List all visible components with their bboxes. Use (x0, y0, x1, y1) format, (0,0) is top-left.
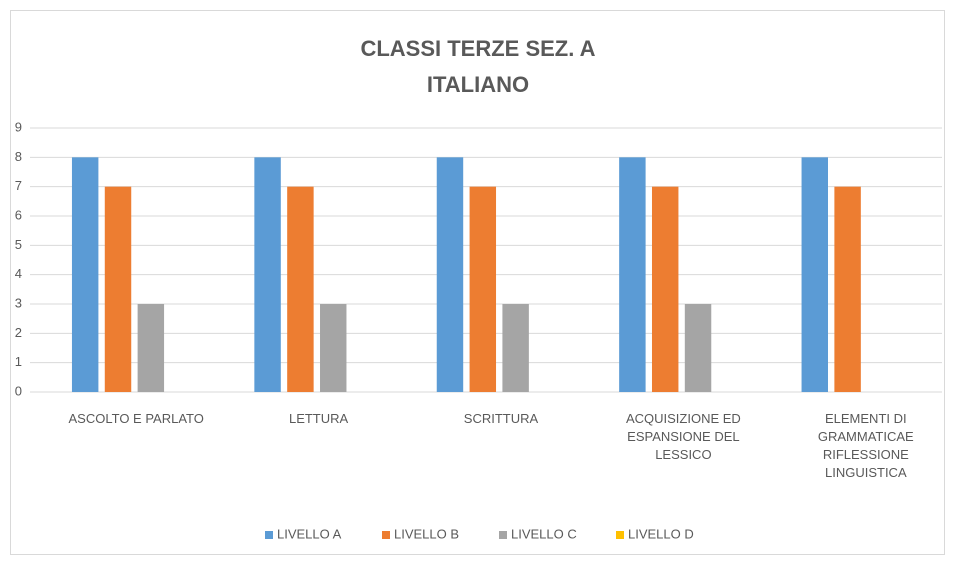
y-tick-label: 5 (15, 237, 22, 252)
bar (801, 157, 828, 392)
legend-swatch (616, 531, 624, 539)
x-tick-label: SCRITTURA (463, 411, 539, 426)
y-tick-label: 6 (15, 207, 22, 222)
legend-swatch (382, 531, 390, 539)
bar (104, 186, 132, 392)
x-tick-label: LETTURA (288, 411, 349, 426)
bar (651, 186, 679, 392)
bar (287, 186, 314, 392)
bar (502, 304, 529, 392)
bar (71, 157, 99, 392)
y-tick-label: 0 (15, 383, 22, 398)
legend-label: LIVELLO B (394, 526, 459, 541)
y-tick-label: 9 (15, 119, 22, 134)
bar (436, 157, 464, 392)
y-tick-label: 2 (15, 325, 22, 340)
bar (619, 157, 646, 392)
legend-label: LIVELLO A (277, 526, 342, 541)
y-tick-label: 1 (15, 354, 22, 369)
legend-swatch (499, 531, 507, 539)
x-tick-label: ELEMENTI DI GRAMMATICAE RIFLESSIONE LING… (817, 411, 914, 480)
bar (469, 186, 497, 392)
legend-label: LIVELLO D (628, 526, 694, 541)
bar (254, 157, 281, 392)
bar (834, 186, 861, 392)
x-tick-label: ASCOLTO E PARLATO (68, 411, 204, 426)
legend-label: LIVELLO C (511, 526, 577, 541)
y-tick-label: 3 (15, 295, 22, 310)
bar (137, 304, 165, 392)
y-tick-label: 8 (15, 149, 22, 164)
x-tick-label: ACQUISIZIONE ED ESPANSIONE DEL LESSICO (625, 411, 741, 462)
bar (684, 304, 712, 392)
y-tick-label: 4 (15, 266, 22, 281)
legend-swatch (265, 531, 273, 539)
chart-title: CLASSI TERZE SEZ. A (360, 36, 595, 61)
y-tick-label: 7 (15, 178, 22, 193)
chart-title: ITALIANO (427, 72, 529, 97)
bar (320, 304, 347, 392)
